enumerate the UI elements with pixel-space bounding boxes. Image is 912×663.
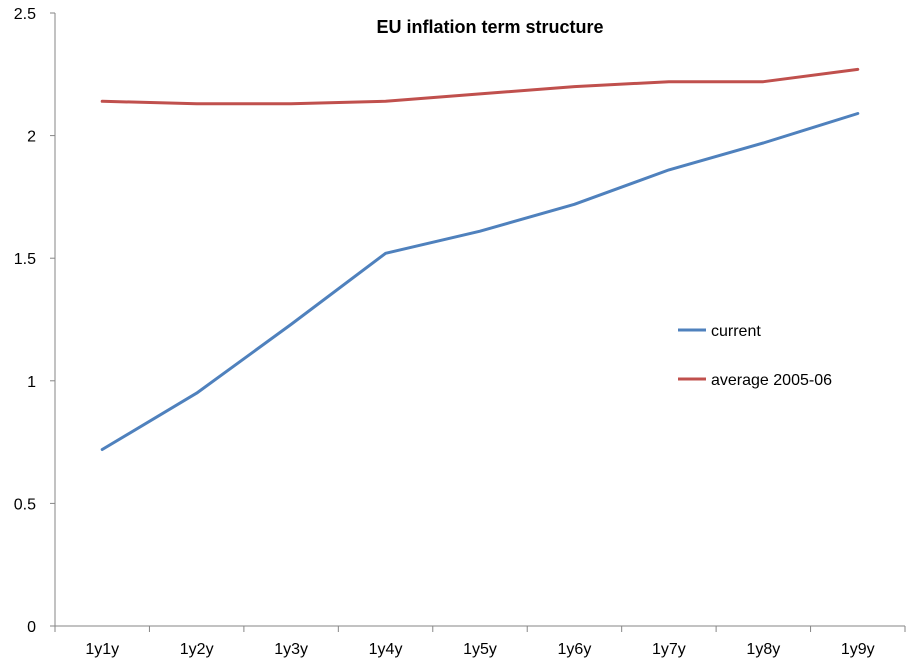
x-tick-label: 1y4y xyxy=(369,641,403,658)
y-tick-label: 1 xyxy=(27,374,36,391)
legend-label: average 2005-06 xyxy=(711,372,832,389)
y-tick-label: 2 xyxy=(27,129,36,146)
x-tick-label: 1y6y xyxy=(558,641,592,658)
series-line-average xyxy=(100,67,860,106)
chart-title: EU inflation term structure xyxy=(376,17,603,37)
x-tick-label: 1y7y xyxy=(652,641,686,658)
axes: 0 0.5 1 1.5 2 2.5 1y1y 1y2y 1y3y 1y4y 1y5y 1y6y 1y7y… xyxy=(14,6,906,658)
legend: current average 2005-06 xyxy=(678,323,832,389)
x-tick-label: 1y2y xyxy=(180,641,214,658)
x-tick-label: 1y1y xyxy=(85,641,119,658)
y-tick-label: 1.5 xyxy=(14,251,36,268)
series-line-current xyxy=(100,112,860,451)
x-tick-label: 1y5y xyxy=(463,641,497,658)
series-lines xyxy=(100,67,860,451)
legend-label: current xyxy=(711,323,761,340)
y-tick-label: 0 xyxy=(27,619,36,636)
x-tick-label: 1y3y xyxy=(274,641,308,658)
y-tick-label: 0.5 xyxy=(14,496,36,513)
y-tick-label: 2.5 xyxy=(14,6,36,23)
x-tick-label: 1y9y xyxy=(841,641,875,658)
x-tick-label: 1y8y xyxy=(746,641,780,658)
